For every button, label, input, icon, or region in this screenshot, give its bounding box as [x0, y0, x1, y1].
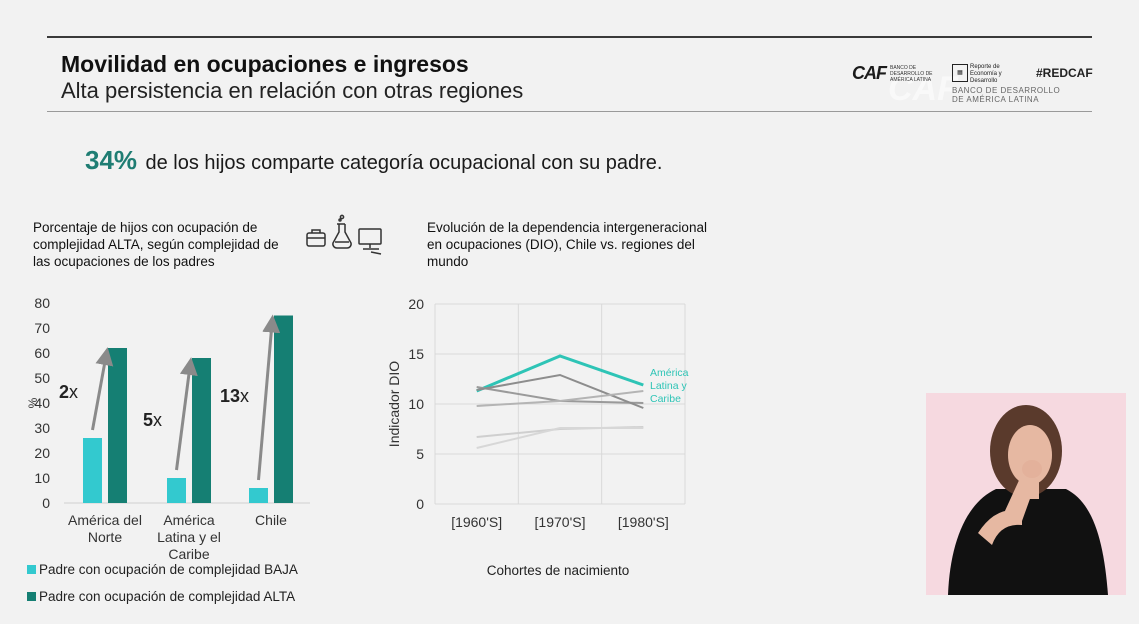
slide-title: Movilidad en ocupaciones e ingresos	[61, 51, 469, 77]
x-tick-label: América	[163, 512, 215, 528]
header-logos: CAF CAF BANCO DE DESARROLLO DE AMÉRICA L…	[852, 62, 1093, 108]
report-logo-icon: ▦	[952, 64, 968, 82]
series-line	[476, 373, 644, 409]
bar-low	[83, 438, 102, 503]
y-tick-label: 0	[42, 495, 50, 511]
y-tick-label: 20	[408, 296, 424, 312]
y-tick-label: 10	[34, 470, 50, 486]
y-tick-label: 20	[34, 445, 50, 461]
bar-chart: 0 10 20 30 40 50 60 70 80% 2x 5x 13x América delNo…	[26, 295, 310, 604]
x-axis-label: Cohortes de nacimiento	[487, 563, 630, 578]
series-label: Caribe	[650, 393, 681, 405]
bank-name-label: BANCO DE DESARROLLO DE AMÉRICA LATINA	[952, 86, 1061, 104]
multiplier-label: 2x	[59, 382, 78, 402]
header-bottom-rule	[47, 111, 1092, 112]
multiplier-label: 5x	[143, 410, 162, 430]
series-line-highlight	[476, 354, 644, 393]
x-tick-label: Chile	[255, 512, 287, 528]
legend-label: Padre con ocupación de complejidad ALTA	[39, 589, 295, 604]
y-tick-label: 70	[34, 320, 50, 336]
caf-logo-tagline: BANCO DE DESARROLLO DE AMÉRICA LATINA	[890, 65, 933, 83]
interpreter-figure	[948, 405, 1108, 595]
x-tick-label: [1960'S]	[451, 514, 502, 530]
x-tick-label: [1970'S]	[535, 514, 586, 530]
y-tick-label: 15	[408, 346, 424, 362]
bar-high	[274, 315, 293, 503]
header-top-rule	[47, 36, 1092, 38]
caf-logo: CAF	[852, 63, 887, 83]
legend-swatch	[27, 592, 36, 601]
growth-arrow	[175, 357, 198, 471]
flask-icon	[332, 214, 352, 249]
legend-label: Padre con ocupación de complejidad BAJA	[39, 562, 298, 577]
briefcase-icon	[306, 229, 326, 247]
growth-arrow	[257, 314, 281, 481]
y-tick-label: 80	[34, 295, 50, 311]
bar-low	[167, 478, 186, 503]
caf-watermark-logo: CAF	[888, 70, 958, 108]
series-line	[476, 390, 644, 407]
slide-subtitle: Alta persistencia en relación con otras …	[61, 78, 524, 103]
line-chart: 0 5 10 15 20 [1960'S] [1970'S] [1980'S] Cohortes…	[386, 296, 689, 578]
x-tick-label: [1980'S]	[618, 514, 669, 530]
bar-high	[192, 358, 211, 503]
computer-icon	[358, 228, 382, 255]
occupation-icons	[306, 214, 382, 255]
bar-low	[249, 488, 268, 503]
multiplier-label: 13x	[220, 386, 249, 406]
growth-arrow	[91, 347, 114, 431]
headline: 34% de los hijos comparte categoría ocup…	[85, 145, 662, 176]
sign-language-interpreter-video	[926, 393, 1126, 595]
report-logo-label: Reporte de Economía y Desarrollo	[970, 64, 1002, 84]
x-tick-label: Latina y el	[157, 529, 221, 545]
y-tick-label: 0	[416, 496, 424, 512]
y-tick-label: 60	[34, 345, 50, 361]
series-label: América	[650, 367, 689, 379]
y-tick-label: 50	[34, 370, 50, 386]
y-tick-label: 40	[34, 395, 50, 411]
y-axis-label: %	[26, 397, 40, 408]
headline-percent: 34%	[85, 145, 138, 175]
bar-chart-title: Porcentaje de hijos con ocupación de com…	[33, 220, 279, 269]
headline-text: de los hijos comparte categoría ocupacio…	[145, 152, 663, 174]
bar-high	[108, 348, 127, 503]
y-tick-label: 30	[34, 420, 50, 436]
x-tick-label: Norte	[88, 529, 122, 545]
legend-swatch	[27, 565, 36, 574]
y-tick-label: 5	[416, 446, 424, 462]
y-tick-label: 10	[408, 396, 424, 412]
series-line	[476, 427, 644, 449]
line-chart-title: Evolución de la dependencia intergenerac…	[427, 220, 707, 269]
hashtag-label: #REDCAF	[1036, 66, 1093, 80]
x-tick-label: América del	[68, 512, 142, 528]
y-axis-label: Indicador DIO	[386, 361, 402, 447]
x-tick-label: Caribe	[168, 546, 209, 562]
series-label: Latina y	[650, 380, 688, 392]
